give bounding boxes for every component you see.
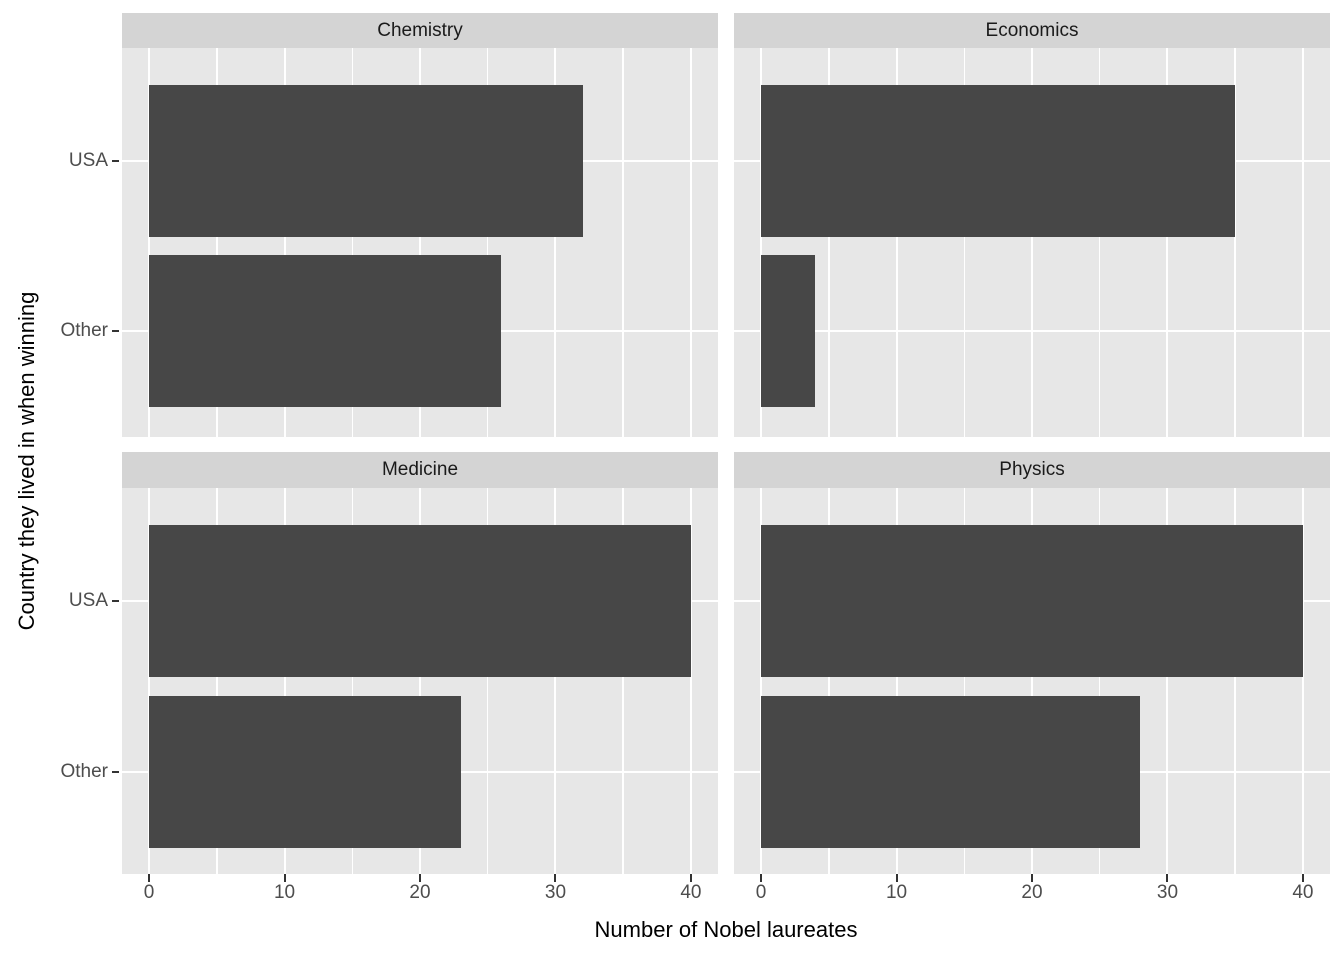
y-axis-tick-usa [112,160,119,162]
minor-gridline-x-5 [216,488,218,874]
facet-strip-label: Physics [999,459,1065,480]
x-axis-tick-label-30: 30 [1156,882,1179,903]
x-axis-tick-20 [1031,874,1033,882]
x-axis-tick-label-20: 20 [409,882,431,903]
minor-gridline-x-5 [216,48,218,437]
x-axis-tick-20 [419,874,421,882]
x-axis-tick-label-40: 40 [1292,882,1314,903]
major-gridline-x-20 [419,48,421,437]
x-axis-tick-label-20: 20 [1021,882,1043,903]
x-axis-tick-10 [283,874,286,882]
bar-physics-usa [761,525,1303,677]
bar-economics-other [761,255,816,407]
y-axis-tick-other [112,771,119,773]
major-gridline-x-40 [689,488,692,874]
facet-strip-label: Economics [985,19,1079,41]
major-gridline-x-0 [148,488,151,874]
x-axis-tick-40 [689,874,692,882]
x-axis-tick-label-0: 0 [143,882,155,903]
major-gridline-x-10 [895,488,898,874]
major-gridline-x-30 [1166,488,1169,874]
major-gridline-x-30 [554,48,557,437]
major-gridline-x-10 [283,48,286,437]
facet-strip-label: Chemistry [377,19,463,41]
major-gridline-x-20 [1031,488,1033,874]
facet-panel-physics [734,488,1330,874]
major-gridline-x-40 [1301,48,1304,437]
x-axis-tick-30 [1166,874,1169,882]
minor-gridline-x-35 [622,488,624,874]
facet-panel-medicine [122,488,718,874]
major-gridline-x-30 [554,488,557,874]
minor-gridline-x-35 [1234,488,1236,874]
minor-gridline-x-35 [1234,48,1236,437]
major-gridline-x-20 [1031,48,1033,437]
minor-gridline-x-5 [828,488,830,874]
major-gridline-x-0 [148,48,151,437]
major-gridline-x-20 [419,488,421,874]
x-axis-tick-label-10: 10 [885,882,908,903]
facet-strip-label: Medicine [381,459,459,480]
facet-strip-economics: Economics [734,13,1330,48]
major-gridline-x-10 [283,488,286,874]
x-axis-tick-0 [148,874,151,882]
x-axis-tick-label-0: 0 [755,882,767,903]
minor-gridline-x-25 [486,488,489,874]
facet-strip-chemistry: Chemistry [122,13,718,48]
facet-strip-physics: Physics [734,452,1330,488]
y-axis-title: Country they lived in when winning [14,291,39,631]
y-axis-tick-usa [112,600,119,602]
bar-chemistry-other [149,255,502,407]
facet-panel-economics [734,48,1330,437]
minor-gridline-x-15 [351,488,354,874]
bar-chemistry-usa [149,85,583,237]
x-axis-tick-10 [895,874,898,882]
major-gridline-x-10 [895,48,898,437]
x-axis-tick-0 [760,874,763,882]
bar-physics-other [761,696,1141,848]
x-axis-tick-label-40: 40 [680,882,702,903]
minor-gridline-x-5 [828,48,830,437]
major-gridline-x-40 [689,48,692,437]
minor-gridline-x-25 [1098,48,1101,437]
major-gridline-x-0 [760,488,763,874]
minor-gridline-x-25 [486,48,489,437]
category-gridline-other [734,329,1330,333]
y-axis-tick-label-other: Other [60,761,108,782]
major-gridline-x-40 [1301,488,1304,874]
bar-economics-usa [761,85,1236,237]
y-axis-tick-other [112,330,119,332]
facet-strip-medicine: Medicine [122,452,718,488]
minor-gridline-x-15 [963,48,966,437]
major-gridline-x-30 [1166,48,1169,437]
minor-gridline-x-15 [351,48,354,437]
x-axis-tick-30 [554,874,557,882]
x-axis-tick-label-10: 10 [273,882,296,903]
facet-panel-chemistry [122,48,718,437]
x-axis-tick-40 [1301,874,1304,882]
minor-gridline-x-35 [622,48,624,437]
bar-medicine-other [149,696,461,848]
x-axis-tick-label-30: 30 [544,882,567,903]
y-axis-tick-label-usa: USA [68,150,108,171]
y-axis-tick-label-other: Other [60,320,108,341]
minor-gridline-x-25 [1098,488,1101,874]
bar-medicine-usa [149,525,691,677]
x-axis-title: Number of Nobel laureates [594,917,858,942]
major-gridline-x-0 [760,48,763,437]
minor-gridline-x-15 [963,488,966,874]
y-axis-tick-label-usa: USA [68,590,108,611]
